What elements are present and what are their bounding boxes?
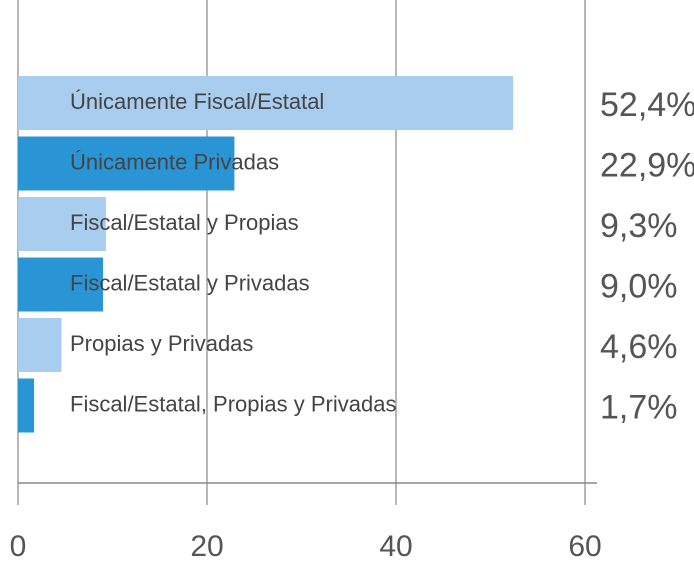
- value-label: 1,7%: [600, 388, 678, 426]
- value-label: 9,3%: [600, 207, 678, 245]
- value-label: 52,4%: [600, 86, 694, 124]
- value-label: 9,0%: [600, 267, 678, 305]
- category-label: Únicamente Privadas: [70, 149, 279, 174]
- x-tick-label: 0: [10, 530, 27, 562]
- bar: [18, 197, 106, 251]
- bar: [18, 76, 514, 130]
- category-label: Propias y Privadas: [70, 331, 253, 356]
- bar: [18, 318, 62, 372]
- value-label: 4,6%: [600, 328, 678, 366]
- category-label: Fiscal/Estatal, Propias y Privadas: [70, 391, 396, 416]
- category-label: Fiscal/Estatal y Privadas: [70, 270, 310, 295]
- value-label: 22,9%: [600, 146, 694, 184]
- bar: [18, 136, 235, 191]
- x-tick-label: 20: [190, 530, 223, 562]
- category-label: Fiscal/Estatal y Propias: [70, 210, 299, 235]
- x-tick-label: 60: [568, 530, 601, 562]
- x-tick-label: 40: [379, 530, 412, 562]
- bar: [18, 378, 35, 433]
- bar: [18, 257, 104, 312]
- category-label: Únicamente Fiscal/Estatal: [70, 89, 324, 114]
